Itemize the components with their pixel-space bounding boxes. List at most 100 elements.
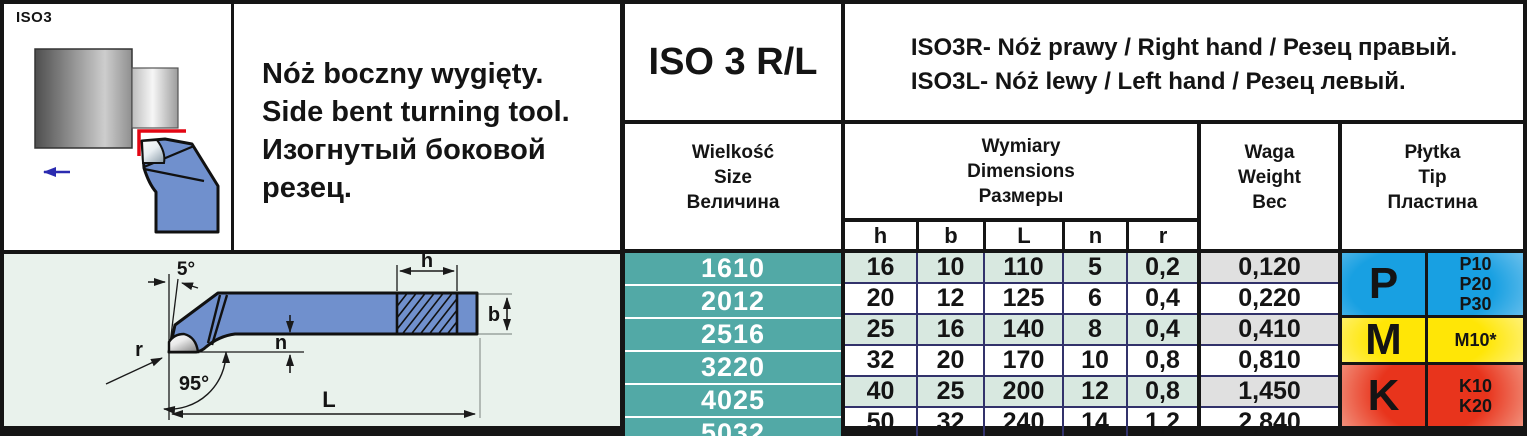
dims-header-ru: Размеры bbox=[978, 185, 1064, 207]
tip-header-cell: Płytka Tip Пластина bbox=[1342, 124, 1523, 249]
divider-tip-left bbox=[1338, 120, 1342, 426]
variant-left-hand: ISO3L- Nóż lewy / Left hand / Резец левы… bbox=[910, 68, 1406, 95]
tip-header-ru: Пластина bbox=[1387, 192, 1478, 213]
table-row-size: 5032 bbox=[625, 416, 841, 436]
dim-cell-r: 0,8 bbox=[1126, 377, 1197, 406]
size-value: 3220 bbox=[700, 352, 766, 382]
size-header-pl: Wielkość bbox=[691, 142, 775, 163]
table-row-size: 3220 bbox=[625, 350, 841, 383]
col-header-n: n bbox=[1062, 222, 1126, 249]
dim-cell-h: 20 bbox=[866, 284, 895, 312]
description-line-pl: Nóż boczny wygięty. bbox=[262, 58, 544, 90]
drawing-label-b: b bbox=[488, 304, 500, 326]
col-header-h: h bbox=[845, 222, 916, 249]
dim-cell-r: 0,4 bbox=[1126, 315, 1197, 344]
dim-cell-r: 0,2 bbox=[1126, 253, 1197, 282]
weight-header-pl: Waga bbox=[1244, 142, 1295, 163]
dim-cell-r: 1,2 bbox=[1126, 408, 1197, 436]
table-row: 50 32 240 14 1,2 bbox=[845, 406, 1197, 436]
drawing-label-h: h bbox=[421, 254, 433, 272]
dim-cell-b: 20 bbox=[916, 346, 983, 375]
dim-cell-n: 12 bbox=[1062, 377, 1126, 406]
dim-cell-b: 25 bbox=[916, 377, 983, 406]
tip-code: P10 bbox=[1459, 254, 1492, 274]
variant-right-hand: ISO3R- Nóż prawy / Right hand / Резец пр… bbox=[910, 34, 1458, 61]
size-value: 5032 bbox=[700, 418, 766, 436]
tip-code: M10* bbox=[1454, 330, 1497, 350]
divider-data-top bbox=[625, 249, 1523, 253]
divider-main-vertical-2 bbox=[841, 4, 845, 426]
dim-cell-b: 12 bbox=[916, 284, 983, 313]
tip-code: K20 bbox=[1458, 395, 1493, 416]
frame-left bbox=[0, 0, 4, 436]
dimension-letters-row: h b L n r bbox=[845, 222, 1197, 249]
tip-code: K10 bbox=[1458, 375, 1493, 396]
tip-header-en: Tip bbox=[1418, 167, 1447, 188]
col-header-b: b bbox=[916, 222, 983, 249]
dims-header-pl: Wymiary bbox=[981, 135, 1061, 157]
dim-cell-h: 25 bbox=[866, 315, 895, 343]
col-header-r: r bbox=[1126, 222, 1197, 249]
weight-cell: 0,120 bbox=[1201, 253, 1338, 282]
size-value: 2516 bbox=[700, 319, 766, 349]
tip-group-M: M M10* bbox=[1342, 315, 1523, 364]
table-row-size: 4025 bbox=[625, 383, 841, 416]
description-cell: Nóż boczny wygięty. Side bent turning to… bbox=[234, 4, 620, 250]
dim-cell-L: 170 bbox=[983, 346, 1062, 375]
tool-photo-cell: ISO3 bbox=[4, 4, 231, 250]
dims-header-en: Dimensions bbox=[967, 160, 1075, 182]
divider-wymiary-bottom bbox=[845, 218, 1197, 222]
weight-cell: 2,840 bbox=[1201, 406, 1338, 436]
dim-cell-L: 110 bbox=[983, 253, 1062, 282]
variants-cell: ISO3R- Nóż prawy / Right hand / Резец пр… bbox=[845, 4, 1523, 120]
dimensions-grid: 16 10 110 5 0,2 20 12 125 6 0,4 25 16 14… bbox=[845, 253, 1197, 436]
tip-code: P20 bbox=[1459, 274, 1492, 294]
tip-code: P30 bbox=[1459, 294, 1492, 314]
divider-header-top bbox=[625, 120, 1523, 124]
table-row: 32 20 170 10 0,8 bbox=[845, 344, 1197, 375]
dim-cell-b: 10 bbox=[916, 253, 983, 282]
workpiece-large-cylinder bbox=[34, 48, 133, 149]
dim-cell-r: 0,8 bbox=[1126, 346, 1197, 375]
description-line-en: Side bent turning tool. bbox=[262, 96, 570, 128]
dim-cell-h: 50 bbox=[866, 408, 895, 436]
dim-cell-n: 6 bbox=[1062, 284, 1126, 313]
description-line-ru-2: резец. bbox=[262, 172, 352, 204]
dim-cell-h: 32 bbox=[866, 346, 895, 374]
frame-top bbox=[0, 0, 1527, 4]
dimensioned-tool-drawing: h b 5° n r 95° L bbox=[105, 250, 512, 420]
weight-column: 0,120 0,220 0,410 0,810 1,450 2,840 bbox=[1201, 253, 1338, 436]
tip-letter: P bbox=[1368, 259, 1399, 308]
table-row-size: 2012 bbox=[625, 284, 841, 317]
drawing-carbide-tip bbox=[167, 332, 200, 354]
page-title: ISO 3 R/L bbox=[648, 40, 818, 83]
size-value: 2012 bbox=[700, 286, 766, 316]
divider-left-horizontal bbox=[4, 250, 620, 254]
drawing-label-clearance-angle: 5° bbox=[177, 259, 195, 280]
dim-cell-b: 32 bbox=[916, 408, 983, 436]
dim-cell-b: 16 bbox=[916, 315, 983, 344]
drawing-label-approach-angle: 95° bbox=[179, 373, 209, 395]
workpiece-small-cylinder bbox=[131, 67, 179, 129]
title-cell: ISO 3 R/L bbox=[625, 4, 841, 120]
drawing-label-L: L bbox=[322, 387, 335, 412]
carbide-tip bbox=[140, 138, 166, 164]
dim-cell-L: 240 bbox=[983, 408, 1062, 436]
tool-photo-illustration bbox=[34, 48, 220, 234]
table-row-size: 1610 bbox=[625, 253, 841, 284]
technical-drawing-cell: h b 5° n r 95° L bbox=[4, 250, 620, 426]
divider-photo-desc bbox=[231, 4, 234, 250]
tip-group-K: K K10 K20 bbox=[1342, 362, 1523, 426]
weight-cell: 1,450 bbox=[1201, 375, 1338, 406]
size-value: 1610 bbox=[700, 253, 766, 283]
dim-cell-L: 125 bbox=[983, 284, 1062, 313]
size-header-ru: Величина bbox=[686, 192, 780, 213]
drawing-label-n: n bbox=[275, 332, 287, 354]
frame-right bbox=[1523, 0, 1527, 436]
dim-cell-r: 0,4 bbox=[1126, 284, 1197, 313]
dim-cell-n: 8 bbox=[1062, 315, 1126, 344]
weight-cell: 0,220 bbox=[1201, 282, 1338, 313]
drawing-tool-body bbox=[167, 291, 479, 354]
size-column: 1610 2012 2516 3220 4025 5032 bbox=[625, 253, 841, 436]
